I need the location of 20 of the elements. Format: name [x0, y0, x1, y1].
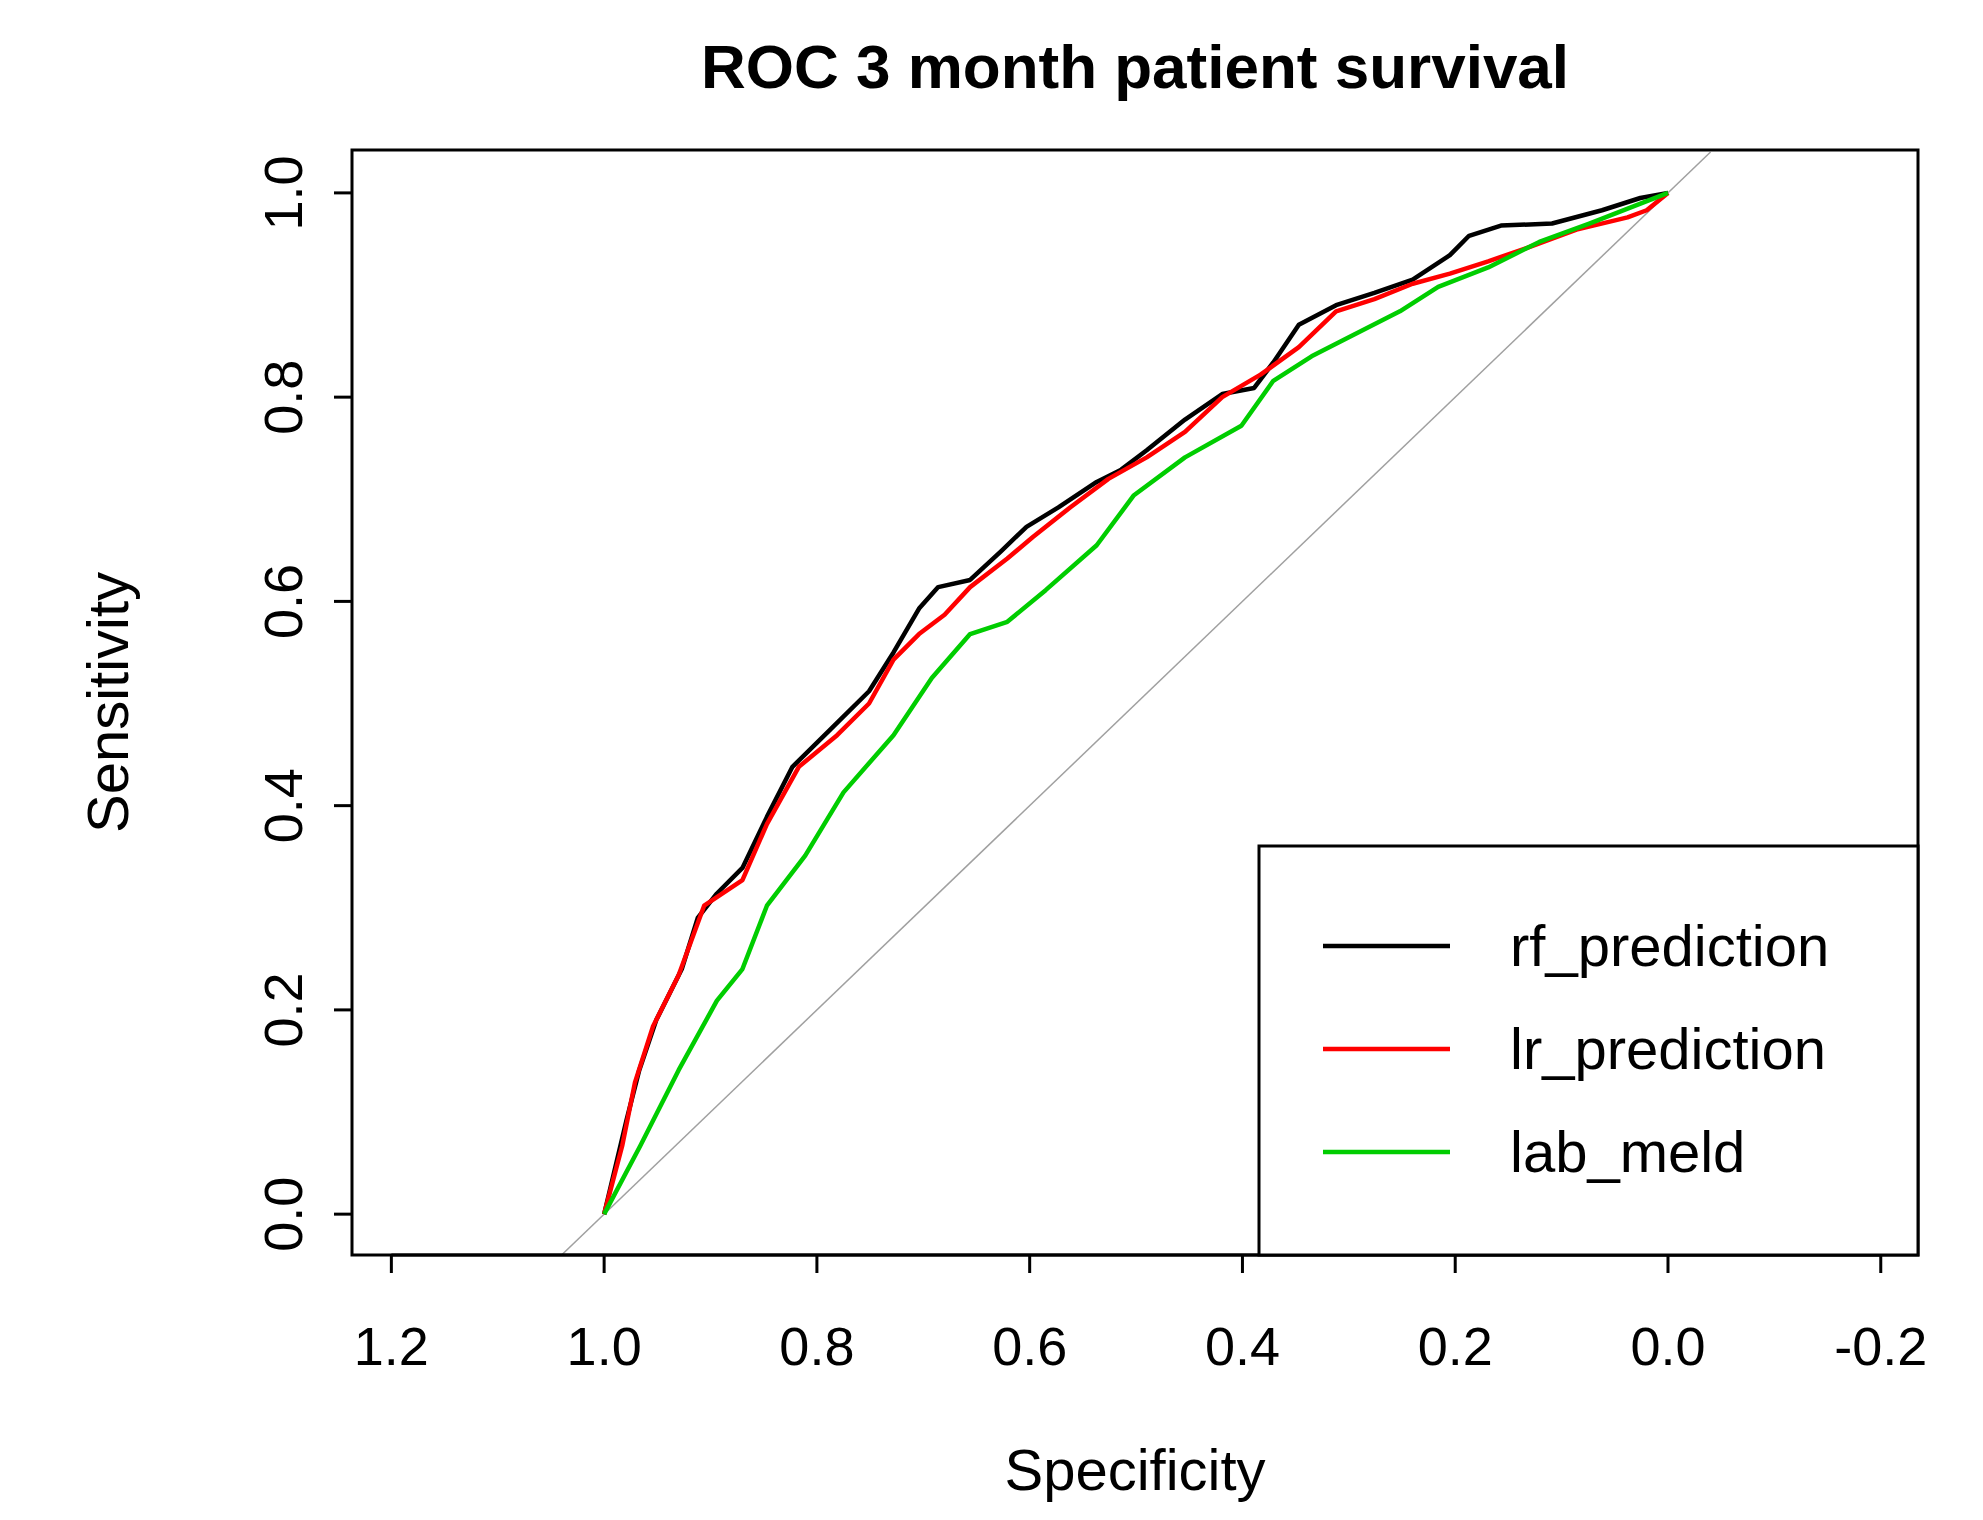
x-tick-label: 1.2: [353, 1316, 429, 1376]
y-axis-title: Sensitivity: [75, 571, 140, 834]
y-tick-label: 0.4: [253, 768, 313, 844]
x-tick-label: -0.2: [1834, 1316, 1928, 1376]
chart-title: ROC 3 month patient survival: [700, 32, 1570, 101]
x-tick-label: 1.0: [566, 1316, 642, 1376]
legend-label: rf_prediction: [1510, 913, 1830, 978]
x-tick-label: 0.8: [779, 1316, 855, 1376]
y-tick-label: 0.2: [253, 972, 313, 1048]
legend-label: lr_prediction: [1510, 1016, 1826, 1081]
y-tick-label: 1.0: [253, 155, 313, 231]
x-tick-label: 0.4: [1204, 1316, 1280, 1376]
x-tick-label: 0.6: [992, 1316, 1068, 1376]
y-tick-label: 0.6: [253, 563, 313, 639]
legend-label: lab_meld: [1510, 1119, 1746, 1184]
y-tick-label: 0.8: [253, 359, 313, 435]
x-axis-title: Specificity: [1004, 1437, 1266, 1502]
x-tick-label: 0.2: [1417, 1316, 1493, 1376]
x-tick-label: 0.0: [1630, 1316, 1706, 1376]
y-tick-label: 0.0: [253, 1176, 313, 1252]
